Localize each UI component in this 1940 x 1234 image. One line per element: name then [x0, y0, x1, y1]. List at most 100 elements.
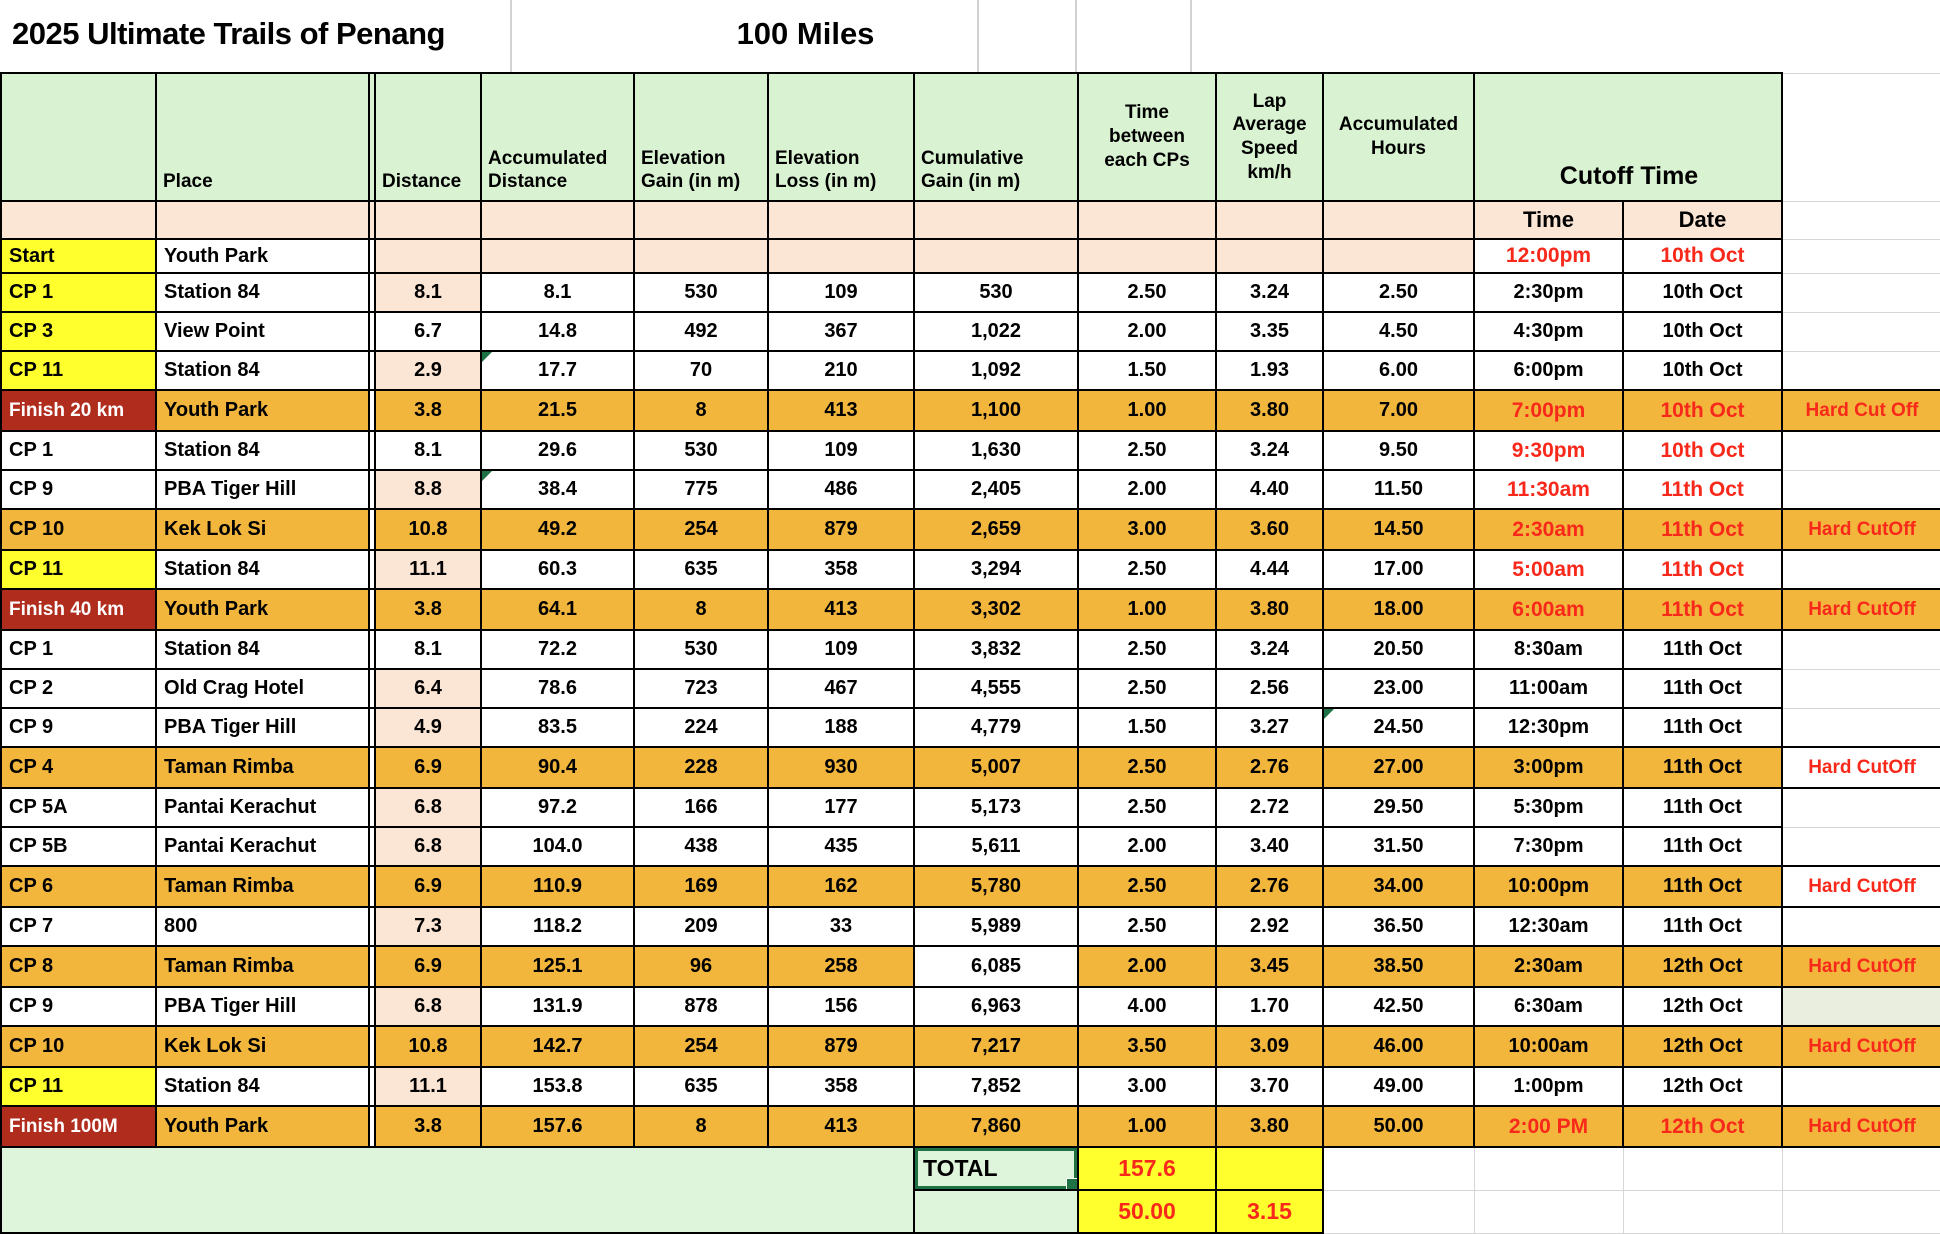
- cell-accumulated-distance[interactable]: 17.7: [480, 350, 635, 391]
- cell-cumulative-gain[interactable]: 5,007: [913, 746, 1079, 789]
- cell-cutoff-date[interactable]: 11th Oct: [1621, 629, 1784, 670]
- cell-accumulated-distance[interactable]: 90.4: [480, 746, 635, 789]
- cell-accumulated-hours[interactable]: 17.00: [1322, 549, 1475, 590]
- cell-place[interactable]: 800: [155, 906, 370, 947]
- hard-cutoff-subheader-blank[interactable]: [1781, 200, 1940, 240]
- cell-time-between[interactable]: 1.50: [1077, 350, 1217, 391]
- cell-accumulated-distance[interactable]: 157.6: [480, 1105, 635, 1148]
- cell-place[interactable]: Youth Park: [155, 1105, 370, 1148]
- blank-cell[interactable]: [1322, 1189, 1475, 1234]
- cell-hard-cutoff[interactable]: [1781, 986, 1940, 1027]
- cell-accumulated-hours[interactable]: 31.50: [1322, 826, 1475, 867]
- cell-cutoff-date[interactable]: 11th Oct: [1621, 508, 1784, 551]
- cell-elevation-loss[interactable]: 413: [767, 389, 915, 432]
- cell-accumulated-distance[interactable]: 97.2: [480, 787, 635, 828]
- cell-time-between[interactable]: 3.00: [1077, 508, 1217, 551]
- cell-elevation-gain[interactable]: 228: [633, 746, 769, 789]
- blank-cell[interactable]: [1781, 1189, 1940, 1234]
- cell-hard-cutoff[interactable]: [1781, 906, 1940, 947]
- cell-elevation-loss[interactable]: 177: [767, 787, 915, 828]
- cell-cutoff-time[interactable]: 4:30pm: [1473, 311, 1624, 352]
- subheader-blank[interactable]: [1322, 200, 1475, 240]
- cell-elevation-gain[interactable]: 8: [633, 1105, 769, 1148]
- cell-hard-cutoff[interactable]: Hard CutOff: [1781, 508, 1940, 551]
- cell-time-between[interactable]: 2.50: [1077, 906, 1217, 947]
- cell-elevation-loss[interactable]: 358: [767, 1066, 915, 1107]
- cell-elevation-loss[interactable]: 358: [767, 549, 915, 590]
- cell-time-between[interactable]: 2.00: [1077, 945, 1217, 988]
- cell-cutoff-time[interactable]: 7:00pm: [1473, 389, 1624, 432]
- cell-elevation-loss[interactable]: 109: [767, 272, 915, 313]
- subheader-blank[interactable]: [767, 200, 915, 240]
- cell-checkpoint-label[interactable]: CP 1: [0, 272, 157, 313]
- cell-distance[interactable]: 3.8: [374, 1105, 482, 1148]
- cell-elevation-gain[interactable]: 775: [633, 469, 769, 510]
- cell-cumulative-gain[interactable]: 5,989: [913, 906, 1079, 947]
- cell-elevation-gain[interactable]: 96: [633, 945, 769, 988]
- cell-accumulated-distance[interactable]: 110.9: [480, 865, 635, 908]
- cell-lap-avg-speed[interactable]: 3.09: [1215, 1025, 1324, 1068]
- cell-accumulated-hours[interactable]: 20.50: [1322, 629, 1475, 670]
- cell-elevation-gain[interactable]: 169: [633, 865, 769, 908]
- cell-elevation-loss[interactable]: 435: [767, 826, 915, 867]
- col-header-cumulative-gain[interactable]: Cumulative Gain (in m): [913, 72, 1079, 202]
- cell-checkpoint-label[interactable]: CP 11: [0, 1066, 157, 1107]
- blank-cell[interactable]: [1473, 1189, 1624, 1234]
- cell-cutoff-date[interactable]: 12th Oct: [1621, 1025, 1784, 1068]
- cell-cutoff-time[interactable]: 2:00 PM: [1473, 1105, 1624, 1148]
- subheader-blank[interactable]: [480, 200, 635, 240]
- col-header-checkpoint[interactable]: [0, 72, 157, 202]
- cell-checkpoint-label[interactable]: CP 10: [0, 508, 157, 551]
- cell-accumulated-distance[interactable]: 14.8: [480, 311, 635, 352]
- cell-place[interactable]: Old Crag Hotel: [155, 668, 370, 709]
- cell-cutoff-date[interactable]: 11th Oct: [1621, 549, 1784, 590]
- cell-lap-avg-speed[interactable]: 4.44: [1215, 549, 1324, 590]
- cell-time-between[interactable]: 2.00: [1077, 826, 1217, 867]
- cell-cumulative-gain[interactable]: 2,405: [913, 469, 1079, 510]
- subheader-date[interactable]: Date: [1621, 200, 1784, 240]
- cell-cutoff-time[interactable]: 12:00pm: [1473, 238, 1624, 274]
- cell-cutoff-date[interactable]: 10th Oct: [1621, 350, 1784, 391]
- cell-distance[interactable]: 3.8: [374, 389, 482, 432]
- cell-checkpoint-label[interactable]: CP 1: [0, 430, 157, 471]
- cell-hard-cutoff[interactable]: [1781, 430, 1940, 471]
- cell-distance[interactable]: 8.1: [374, 629, 482, 670]
- cell-time-between[interactable]: 3.00: [1077, 1066, 1217, 1107]
- cell-cutoff-time[interactable]: 12:30pm: [1473, 707, 1624, 748]
- cell-lap-avg-speed[interactable]: 2.76: [1215, 746, 1324, 789]
- cell-distance[interactable]: 6.8: [374, 787, 482, 828]
- cell-cutoff-time[interactable]: 1:00pm: [1473, 1066, 1624, 1107]
- subheader-blank[interactable]: [633, 200, 769, 240]
- cell-accumulated-hours[interactable]: 2.50: [1322, 272, 1475, 313]
- blank-cell[interactable]: [1622, 1189, 1783, 1234]
- cell-elevation-loss[interactable]: [767, 238, 915, 274]
- cell-cumulative-gain[interactable]: 1,100: [913, 389, 1079, 432]
- cell-accumulated-distance[interactable]: 60.3: [480, 549, 635, 590]
- cell-checkpoint-label[interactable]: CP 11: [0, 549, 157, 590]
- cell-time-between[interactable]: 3.50: [1077, 1025, 1217, 1068]
- blank-cell[interactable]: [1781, 1146, 1940, 1191]
- cell-hard-cutoff[interactable]: Hard CutOff: [1781, 1105, 1940, 1148]
- total-below-blank-cell[interactable]: [913, 1190, 1079, 1234]
- cell-hard-cutoff[interactable]: [1781, 787, 1940, 828]
- cell-lap-avg-speed[interactable]: [1215, 238, 1324, 274]
- cell-place[interactable]: Kek Lok Si: [155, 508, 370, 551]
- cell-distance[interactable]: 8.1: [374, 272, 482, 313]
- col-header-accumulated-distance[interactable]: Accumulated Distance: [480, 72, 635, 202]
- cell-checkpoint-label[interactable]: CP 6: [0, 865, 157, 908]
- cell-distance[interactable]: 6.9: [374, 746, 482, 789]
- cell-accumulated-distance[interactable]: 131.9: [480, 986, 635, 1027]
- total-distance-cell[interactable]: 157.6: [1077, 1146, 1217, 1191]
- cell-hard-cutoff[interactable]: [1781, 1066, 1940, 1107]
- cell-accumulated-distance[interactable]: 83.5: [480, 707, 635, 748]
- cell-cutoff-date[interactable]: 11th Oct: [1621, 707, 1784, 748]
- total-speed-blank-cell[interactable]: [1215, 1146, 1324, 1191]
- cell-place[interactable]: Station 84: [155, 272, 370, 313]
- cell-cutoff-time[interactable]: 6:00pm: [1473, 350, 1624, 391]
- blank-cell[interactable]: [1473, 1146, 1624, 1191]
- cell-elevation-gain[interactable]: [633, 238, 769, 274]
- subheader-blank[interactable]: [1215, 200, 1324, 240]
- cell-cutoff-date[interactable]: 11th Oct: [1621, 906, 1784, 947]
- cell-cutoff-date[interactable]: 12th Oct: [1621, 1066, 1784, 1107]
- cell-cutoff-date[interactable]: 12th Oct: [1621, 1105, 1784, 1148]
